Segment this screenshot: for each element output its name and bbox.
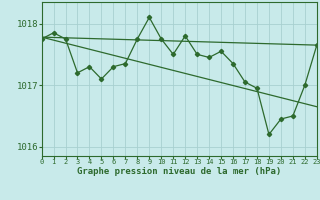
X-axis label: Graphe pression niveau de la mer (hPa): Graphe pression niveau de la mer (hPa) <box>77 167 281 176</box>
